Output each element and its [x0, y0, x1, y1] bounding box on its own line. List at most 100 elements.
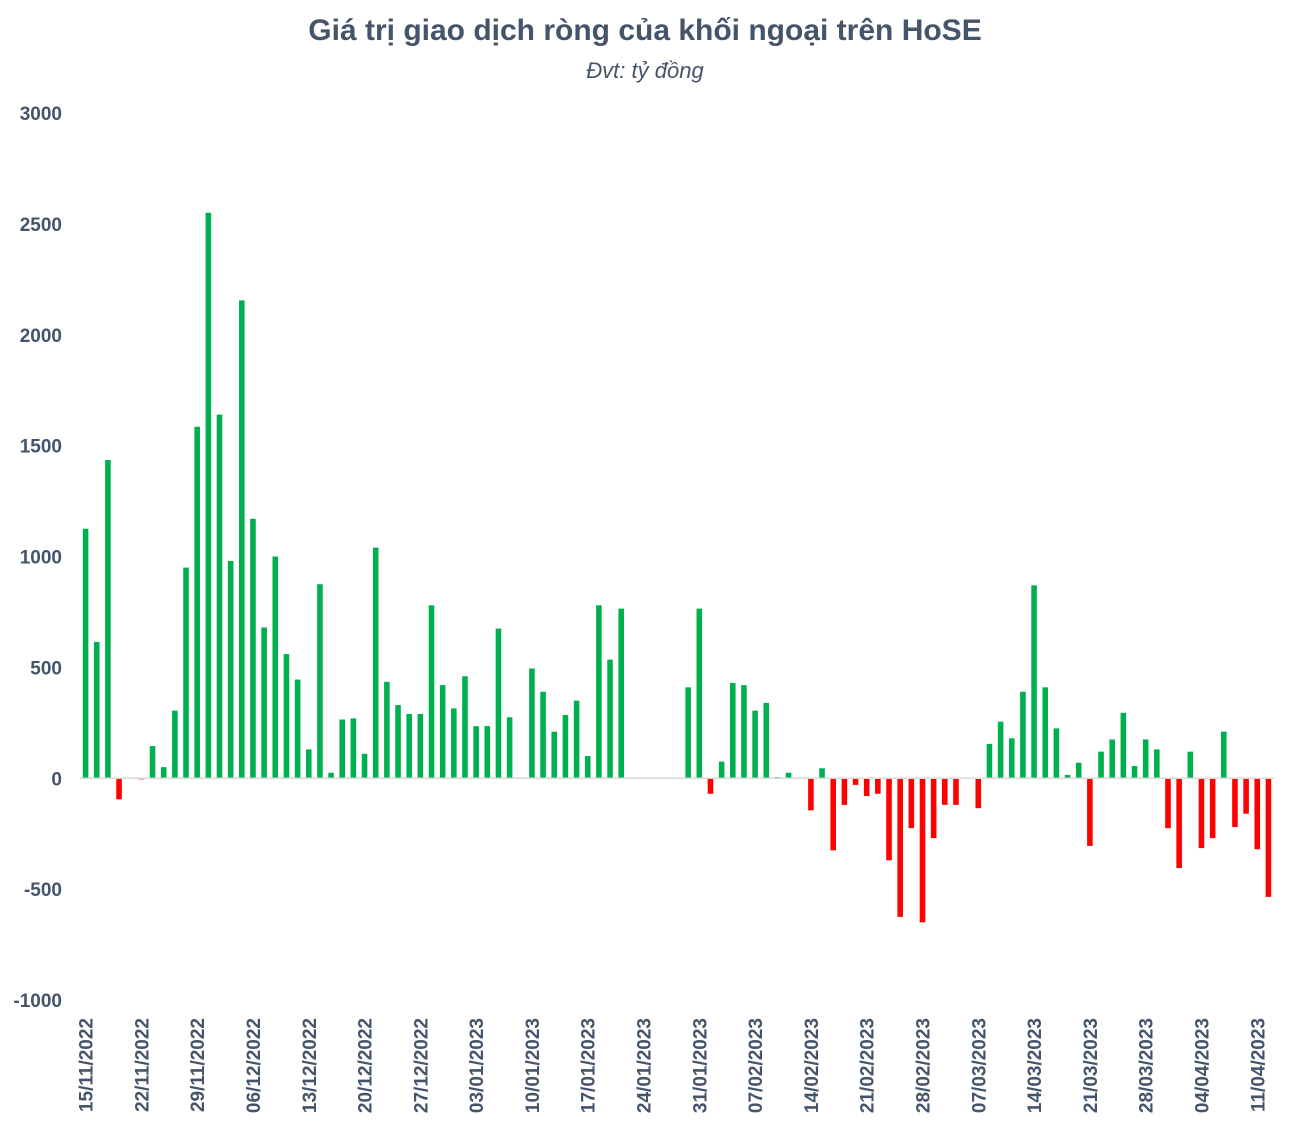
bar: [395, 705, 401, 779]
bar: [573, 700, 580, 779]
bar: [1154, 749, 1160, 779]
bar: [1131, 766, 1138, 779]
bar: [875, 778, 881, 794]
x-tick-label: 10/01/2023: [523, 1018, 544, 1113]
bar: [250, 518, 256, 779]
bar: [283, 654, 290, 779]
x-tick-label: 21/03/2023: [1081, 1018, 1102, 1113]
x-tick-label: 27/12/2022: [411, 1018, 432, 1113]
bar: [495, 628, 502, 779]
x-tick-label: 11/04/2023: [1248, 1018, 1269, 1112]
bar: [752, 710, 758, 779]
x-tick-label: 29/11/2022: [188, 1018, 209, 1112]
bar: [997, 721, 1004, 779]
bar: [1064, 774, 1071, 779]
bar: [1087, 778, 1093, 846]
bar: [82, 528, 89, 779]
bar: [897, 778, 903, 917]
bar: [261, 627, 267, 779]
bar: [607, 659, 613, 779]
bar: [930, 778, 937, 839]
bar: [361, 753, 368, 779]
bars-group: [82, 212, 1272, 923]
bar: [294, 679, 301, 779]
x-tick-label: 04/04/2023: [1192, 1018, 1213, 1113]
bar: [105, 460, 111, 779]
x-tick-label: 28/02/2023: [914, 1018, 935, 1113]
bar: [730, 682, 736, 779]
bar: [540, 691, 546, 779]
bar: [584, 756, 591, 779]
bar: [1031, 585, 1037, 779]
x-tick-label: 14/02/2023: [802, 1018, 823, 1113]
bar: [149, 746, 156, 779]
y-tick-label: 500: [30, 658, 62, 679]
x-tick-label: 28/03/2023: [1137, 1018, 1158, 1113]
bar: [975, 778, 982, 809]
y-tick-label: 3000: [20, 104, 62, 125]
bar: [830, 778, 837, 851]
bar: [372, 547, 379, 779]
bar: [718, 761, 725, 779]
x-tick-label: 15/11/2022: [77, 1018, 98, 1112]
x-tick-label: 06/12/2022: [244, 1018, 265, 1113]
bar: [808, 778, 814, 811]
y-tick-label: 1000: [20, 548, 62, 569]
bar: [1176, 778, 1182, 869]
bar: [172, 710, 178, 779]
bar: [272, 556, 279, 779]
bar: [1209, 778, 1216, 839]
bar: [1109, 739, 1115, 779]
bar: [384, 681, 390, 779]
bar: [1265, 778, 1272, 897]
x-tick-label: 20/12/2022: [356, 1018, 377, 1113]
bar: [707, 778, 714, 794]
x-tick-label: 24/01/2023: [635, 1018, 656, 1113]
bar: [953, 778, 959, 805]
y-axis: 3000 2500 2000 1500 1000 500 0 -500 -1000: [13, 104, 62, 1012]
bar: [194, 426, 200, 779]
x-tick-label: 03/01/2023: [467, 1018, 488, 1113]
x-tick-label: 07/02/2023: [746, 1018, 767, 1113]
x-tick-label: 17/01/2023: [579, 1018, 600, 1113]
bar: [205, 212, 212, 779]
bar: [1053, 728, 1060, 779]
bar: [462, 676, 468, 779]
bar: [417, 713, 424, 779]
bar: [529, 668, 535, 779]
x-tick-label: 31/01/2023: [690, 1018, 711, 1113]
bar: [439, 685, 446, 779]
bar: [819, 768, 825, 779]
bar: [1254, 778, 1261, 850]
x-tick-label: 07/03/2023: [969, 1018, 990, 1113]
bar: [93, 641, 100, 779]
bar: [350, 718, 357, 779]
bar: [919, 778, 926, 923]
x-tick-label: 22/11/2022: [132, 1018, 153, 1112]
x-axis: 15/11/2022 22/11/2022 29/11/2022 06/12/2022…: [77, 1018, 1270, 1113]
bar: [451, 708, 457, 779]
y-tick-label: 1500: [20, 437, 62, 458]
bar: [1120, 712, 1127, 779]
bar: [886, 778, 892, 861]
bar: [596, 605, 602, 779]
bar: [473, 726, 479, 779]
bar: [1142, 739, 1149, 779]
bar: [1075, 762, 1082, 779]
chart-subtitle: Đvt: tỷ đồng: [586, 58, 704, 83]
bar: [1221, 731, 1227, 779]
bar: [908, 778, 915, 829]
y-tick-label: 2500: [20, 215, 62, 236]
bar: [406, 713, 412, 779]
bar: [685, 687, 691, 779]
bar: [484, 726, 491, 779]
bar: [785, 772, 792, 779]
bar: [1243, 778, 1249, 814]
bar: [562, 715, 569, 779]
bar: [1042, 687, 1049, 779]
bar: [305, 749, 312, 779]
bar: [506, 717, 513, 779]
bar: [160, 767, 167, 779]
chart-title: Giá trị giao dịch ròng của khối ngoại tr…: [308, 14, 982, 47]
